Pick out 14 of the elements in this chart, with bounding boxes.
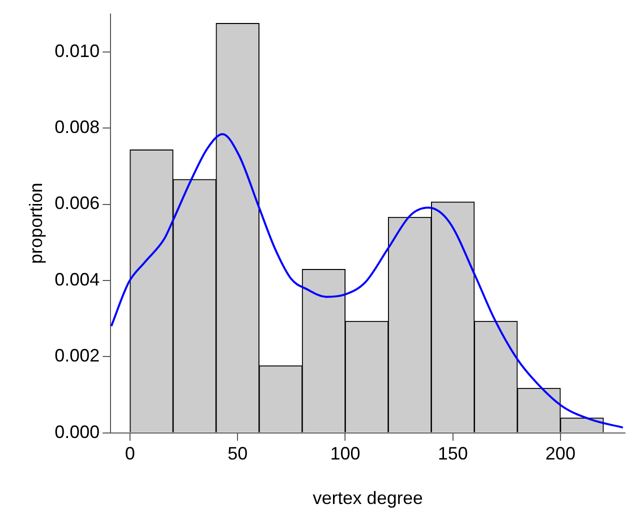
x-tick-label: 0 xyxy=(125,444,136,464)
y-tick-label: 0.008 xyxy=(54,117,100,138)
y-tick-label: 0.004 xyxy=(54,269,100,290)
y-tick-label: 0.000 xyxy=(54,422,100,442)
x-axis-title: vertex degree xyxy=(312,488,423,508)
line-series xyxy=(110,133,624,428)
x-tick-label: 50 xyxy=(228,444,248,464)
y-axis-title: proportion xyxy=(26,182,46,264)
x-tick-label: 200 xyxy=(545,444,576,464)
x-tick-label: 150 xyxy=(438,444,468,464)
x-tick-label: 100 xyxy=(330,444,360,464)
y-tick-label: 0.002 xyxy=(54,346,100,366)
y-tick-label: 0.010 xyxy=(54,40,100,61)
y-tick-label: 0.006 xyxy=(54,193,100,214)
